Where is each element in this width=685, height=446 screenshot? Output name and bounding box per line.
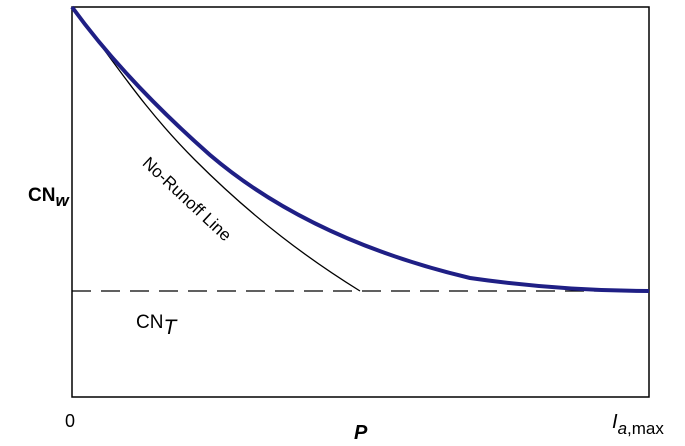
cn-t-label: CNT (136, 312, 177, 339)
x-axis-label: P (354, 422, 368, 444)
y-axis-label: CNw (28, 185, 69, 210)
x-max-label: Ia,max (612, 411, 664, 438)
no-runoff-line (71, 6, 361, 292)
x-origin-label: 0 (65, 411, 76, 431)
plot-frame (71, 6, 650, 398)
cn-w-curve (70, 5, 650, 293)
